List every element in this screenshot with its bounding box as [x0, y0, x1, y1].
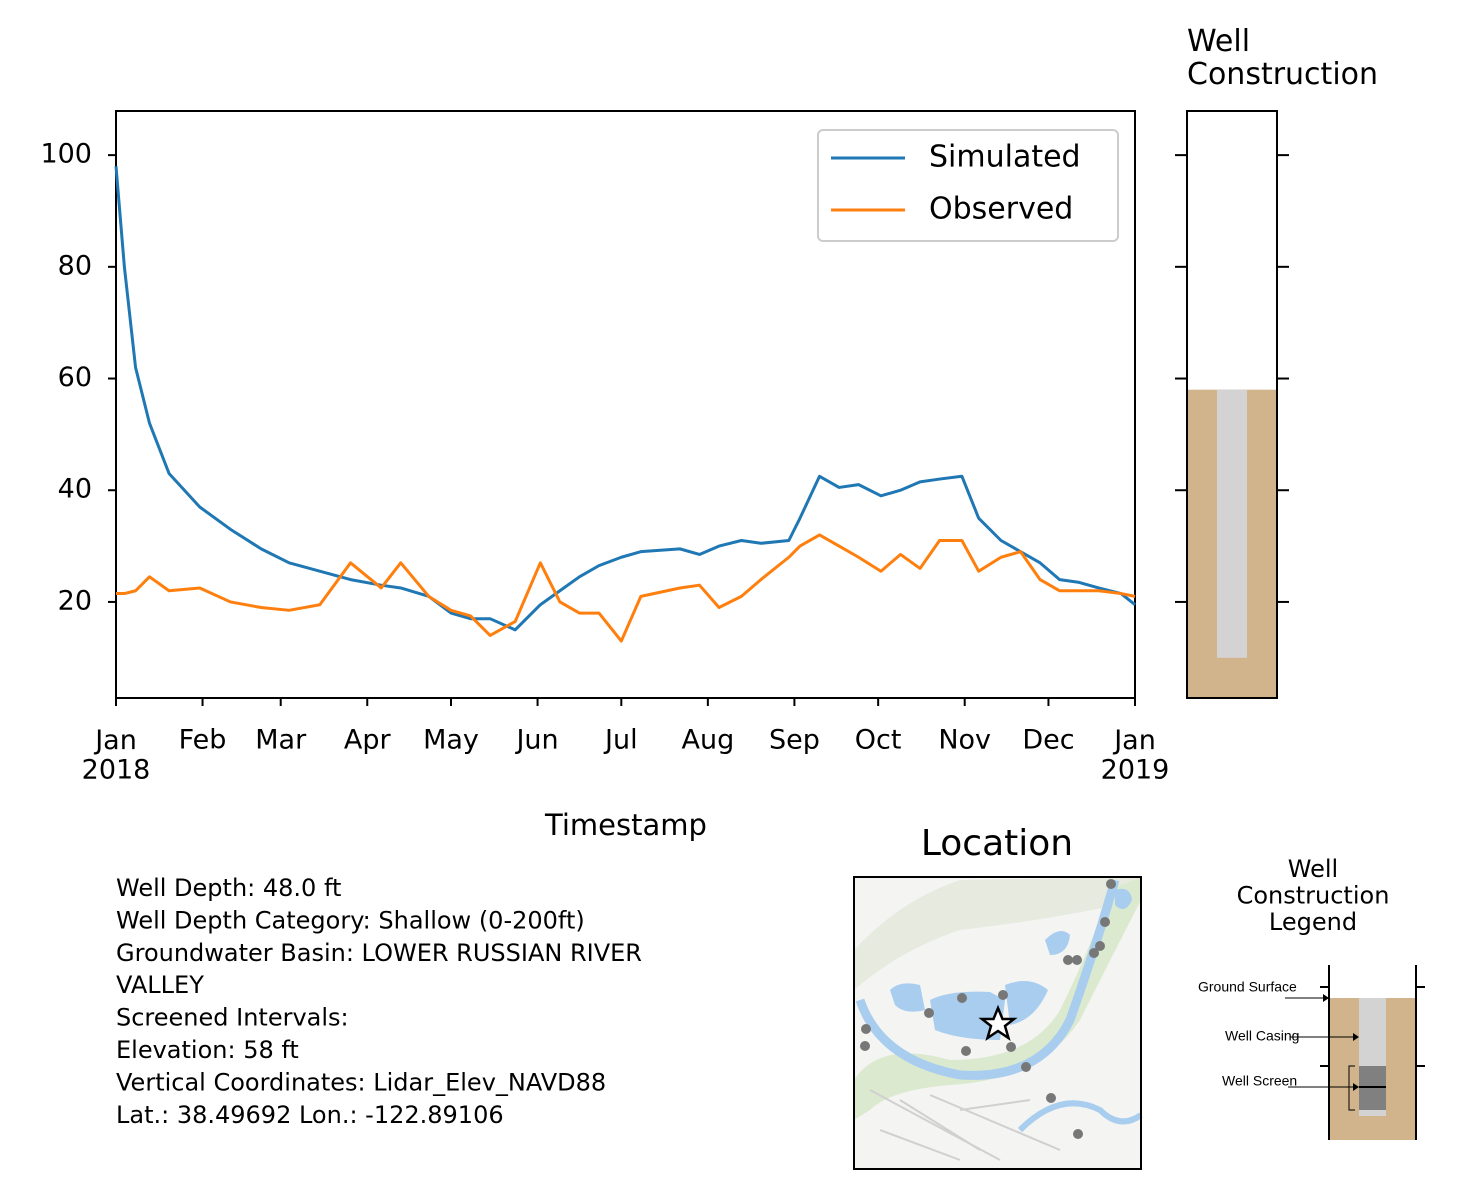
x-tick-label: Nov [938, 725, 991, 756]
info-line: Screened Intervals: [116, 1004, 349, 1032]
legend-label: Simulated [929, 140, 1081, 175]
x-tick-label: Jan 2018 [82, 725, 151, 786]
map-creek [1017, 1100, 1143, 1133]
map-pond [890, 983, 925, 1012]
map-terrain [854, 877, 1141, 990]
map-roads [869, 1089, 1061, 1161]
info-line: Vertical Coordinates: Lidar_Elev_NAVD88 [116, 1068, 606, 1096]
diagram-bracket [1348, 1065, 1355, 1111]
x-tick-label: Oct [855, 725, 902, 756]
y-tick-label: 40 [58, 474, 92, 505]
info-line: Elevation: 58 ft [116, 1036, 299, 1064]
x-tick-label: Mar [255, 725, 307, 756]
map-pond [1115, 888, 1132, 909]
location-title: Location [921, 823, 1073, 864]
info-text: Well Depth: 48.0 ft Well Depth Category: … [116, 874, 642, 1129]
map-vegetation [854, 877, 1141, 1120]
well-frame [1186, 110, 1278, 699]
map-star [978, 1004, 1018, 1041]
plot-frame [115, 110, 1136, 699]
series-line [114, 166, 1136, 632]
x-tick-label: Jan 2019 [1101, 725, 1170, 786]
map-pond [1045, 931, 1070, 955]
x-tick-label: Jun [514, 725, 558, 756]
map-wells [860, 879, 1116, 1139]
map-pond [1005, 981, 1048, 1025]
info-line: Groundwater Basin: LOWER RUSSIAN RIVER [116, 939, 642, 967]
x-tick-label: Aug [681, 725, 734, 756]
y-tick-label: 20 [58, 585, 92, 616]
y-tick-label: 60 [58, 362, 92, 393]
x-tick-label: Jul [603, 725, 638, 756]
diagram-label: Ground Surface [1198, 979, 1297, 995]
map-frame [853, 876, 1142, 1170]
y-tick-label: 80 [58, 250, 92, 281]
diagram-label: Well Casing [1225, 1028, 1299, 1044]
well-title: Well Construction [1187, 24, 1378, 92]
x-tick-label: Apr [344, 725, 392, 756]
x-tick-label: May [423, 725, 479, 756]
diagram-casing [1359, 998, 1386, 1066]
info-line: Well Depth: 48.0 ft [116, 874, 341, 902]
casing [1217, 389, 1247, 658]
diagram-ticks [1320, 986, 1425, 1067]
diagram-label: Well Screen [1222, 1073, 1297, 1089]
legend: Simulated Observed [831, 140, 1081, 227]
x-tick-label: Sep [769, 725, 820, 756]
diagram-casing-end [1359, 1110, 1386, 1116]
info-line: Well Depth Category: Shallow (0-200ft) [116, 906, 585, 934]
info-line: Lat.: 38.49692 Lon.: -122.89106 [116, 1101, 504, 1129]
info-line: VALLEY [116, 971, 204, 999]
y-tick-label: 100 [40, 139, 92, 170]
diagram-arrows [1285, 997, 1353, 1088]
map-pond [930, 991, 1005, 1040]
legend-diagram-title: Well Construction Legend [1237, 855, 1390, 936]
x-tick-label: Feb [179, 725, 227, 756]
series-line [116, 533, 1136, 643]
x-axis-label: Timestamp [544, 808, 707, 842]
location-map [853, 876, 1143, 1170]
map-river [855, 878, 1120, 1080]
legend-diagram: Ground Surface Well Casing Well Screen [1198, 965, 1425, 1140]
x-tick-label: Dec [1022, 725, 1074, 756]
legend-label: Observed [929, 192, 1073, 227]
